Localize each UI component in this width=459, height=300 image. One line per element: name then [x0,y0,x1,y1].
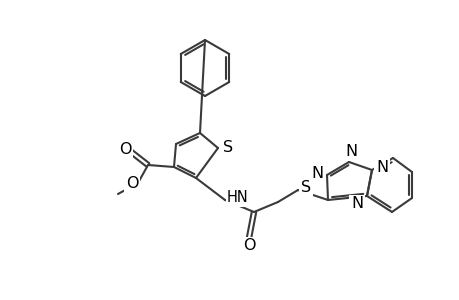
Text: N: N [310,167,322,182]
Text: O: O [118,142,131,158]
Text: S: S [223,140,233,155]
Text: HN: HN [226,190,248,206]
Text: O: O [125,176,138,191]
Text: N: N [344,145,356,160]
Text: N: N [350,196,362,211]
Text: S: S [300,181,310,196]
Text: N: N [375,160,387,175]
Text: O: O [242,238,255,253]
